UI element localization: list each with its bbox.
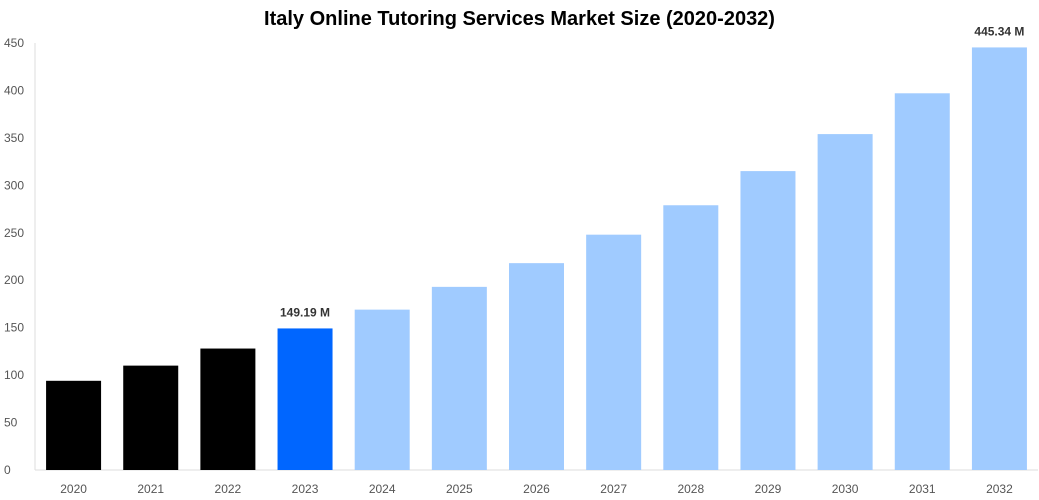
data-label-2023: 149.19 M [280,305,330,319]
chart-title: Italy Online Tutoring Services Market Si… [264,8,775,30]
y-tick-label: 400 [4,83,24,97]
bar-2023 [277,328,333,470]
y-tick-label: 200 [4,273,24,287]
x-tick-label: 2032 [986,482,1013,496]
data-label-2032: 445.34 M [974,24,1024,38]
bar-2030 [817,134,873,471]
y-tick-label: 250 [4,226,24,240]
x-tick-label: 2024 [369,482,396,496]
y-tick-label: 300 [4,178,24,192]
y-tick-label: 0 [4,463,11,477]
bar-2027 [586,234,642,470]
bar-2024 [354,309,410,470]
y-tick-label: 350 [4,131,24,145]
bar-2026 [509,263,564,470]
bar-2020 [46,380,102,470]
y-tick-label: 150 [4,321,24,335]
x-tick-label: 2031 [909,482,936,496]
bar-2029 [740,171,796,470]
x-tick-label: 2026 [523,482,550,496]
x-tick-label: 2020 [60,482,87,496]
bar-2028 [663,205,719,470]
y-tick-label: 50 [4,416,18,430]
bar-2021 [123,365,179,470]
x-tick-label: 2028 [677,482,704,496]
x-tick-label: 2023 [292,482,319,496]
bar-2025 [431,286,487,470]
x-tick-label: 2029 [755,482,782,496]
bar-2022 [200,348,256,470]
x-tick-label: 2030 [832,482,859,496]
x-tick-label: 2027 [600,482,627,496]
x-tick-label: 2022 [215,482,242,496]
bar-2031 [894,93,950,471]
y-tick-label: 100 [4,368,24,382]
x-tick-label: 2021 [137,482,164,496]
bar-2032 [971,47,1027,471]
x-tick-label: 2025 [446,482,473,496]
y-tick-label: 450 [4,36,24,50]
